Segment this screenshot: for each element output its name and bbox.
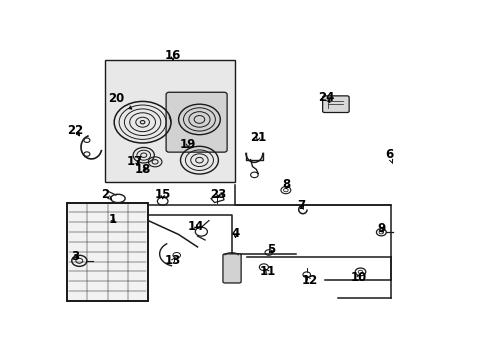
Text: 17: 17	[127, 154, 143, 167]
Text: 5: 5	[267, 243, 275, 256]
Text: 12: 12	[301, 274, 317, 287]
Text: 2: 2	[101, 188, 111, 201]
FancyBboxPatch shape	[322, 96, 348, 112]
Text: 22: 22	[67, 124, 83, 137]
Text: 21: 21	[249, 131, 266, 144]
Text: 11: 11	[259, 265, 275, 278]
Text: 23: 23	[210, 188, 226, 201]
Text: 24: 24	[318, 91, 334, 104]
Text: 10: 10	[350, 271, 366, 284]
Text: 14: 14	[187, 220, 203, 233]
Text: 9: 9	[376, 222, 385, 235]
FancyBboxPatch shape	[166, 92, 226, 152]
Text: 7: 7	[297, 199, 305, 212]
Text: 16: 16	[164, 49, 181, 62]
Bar	[67, 203, 148, 301]
Text: 3: 3	[71, 250, 80, 263]
Bar	[67, 203, 148, 301]
Text: 18: 18	[134, 163, 150, 176]
Text: 20: 20	[108, 92, 132, 109]
Text: 19: 19	[180, 138, 196, 151]
Text: 8: 8	[282, 178, 290, 191]
Text: 6: 6	[384, 148, 392, 163]
Text: 1: 1	[108, 213, 116, 226]
Text: 15: 15	[154, 188, 170, 201]
FancyBboxPatch shape	[223, 254, 241, 283]
Text: 13: 13	[164, 254, 181, 267]
Bar	[104, 60, 235, 182]
Text: 4: 4	[231, 226, 239, 240]
